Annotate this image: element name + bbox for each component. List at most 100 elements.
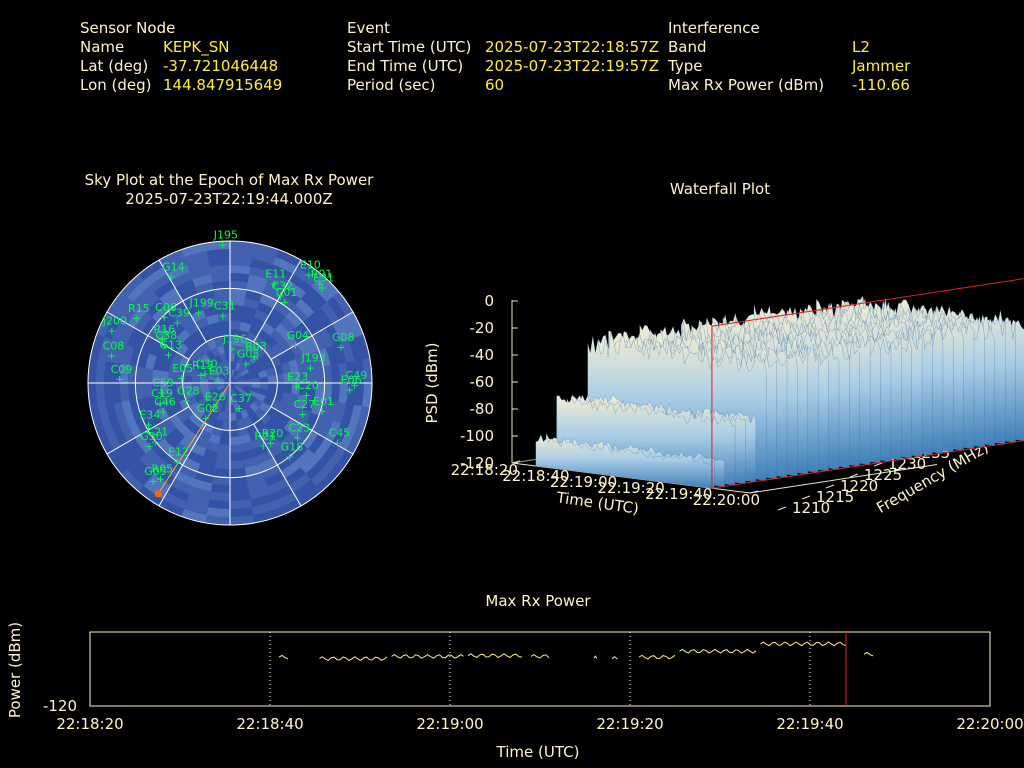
sky-texture-cell bbox=[230, 249, 254, 259]
sky-texture-cell bbox=[169, 448, 187, 465]
sky-texture-cell bbox=[184, 367, 195, 377]
sky-texture-cell bbox=[311, 415, 326, 434]
sky-azimuth-line bbox=[253, 423, 302, 507]
sky-texture-cell bbox=[291, 383, 300, 396]
sky-texture-cell bbox=[338, 383, 348, 404]
sky-texture-cell bbox=[230, 321, 241, 330]
waterfall-freq-tick-label: 1220 bbox=[840, 477, 878, 495]
sky-texture-cell bbox=[262, 464, 281, 479]
satellite-label: C31 bbox=[214, 300, 236, 313]
sky-texture-cell bbox=[291, 370, 300, 383]
sky-texture-cell bbox=[262, 287, 281, 302]
sky-texture-cell bbox=[249, 266, 271, 280]
sky-texture-cell bbox=[273, 301, 291, 318]
sensor-name-value: KEPK_SN bbox=[163, 38, 230, 56]
sky-texture-cell bbox=[267, 272, 289, 288]
sky-texture-cell bbox=[174, 442, 191, 458]
sky-texture-cell bbox=[333, 402, 347, 424]
satellite-label: C32 bbox=[271, 280, 293, 293]
sky-texture-cell bbox=[277, 338, 291, 352]
sky-texture-cell bbox=[121, 469, 144, 492]
waterfall-z-tick-label: -80 bbox=[470, 400, 495, 418]
sky-texture-cell bbox=[217, 411, 225, 421]
sky-texture-cell bbox=[230, 459, 245, 469]
sky-texture-cell bbox=[139, 453, 160, 474]
sky-texture-cell bbox=[361, 383, 372, 408]
sky-texture-cell bbox=[205, 241, 230, 252]
sky-texture-cell bbox=[271, 343, 284, 356]
power-time-tick-label: 22:19:20 bbox=[596, 715, 663, 733]
sky-texture-cell bbox=[134, 312, 152, 332]
satellite-label: E34 bbox=[139, 409, 160, 422]
sky-texture-cell bbox=[181, 243, 207, 258]
power-trace-segment bbox=[467, 653, 523, 659]
sky-texture-cell bbox=[277, 294, 296, 311]
sky-texture-cell bbox=[216, 384, 225, 388]
sky-texture-cell bbox=[235, 345, 243, 355]
sky-texture-cell bbox=[156, 406, 170, 422]
waterfall-freq-tick bbox=[873, 462, 883, 467]
satellite-label: E01 bbox=[313, 395, 334, 408]
sky-texture-cell bbox=[230, 265, 251, 275]
sky-texture-cell bbox=[226, 396, 230, 405]
sky-texture-cell bbox=[209, 265, 230, 275]
sky-texture-cell bbox=[149, 473, 171, 493]
sky-texture-cell bbox=[280, 433, 296, 449]
satellite-label: C20 bbox=[297, 379, 319, 392]
sky-texture-cell bbox=[234, 374, 243, 380]
sky-texture-cell bbox=[265, 367, 276, 377]
sky-texture-cell bbox=[120, 363, 130, 383]
waterfall-z-tick-label: -40 bbox=[470, 346, 495, 364]
sky-texture-cell bbox=[155, 327, 171, 344]
sky-azimuth-line bbox=[106, 311, 190, 360]
satellite-marker: + bbox=[164, 348, 173, 361]
sky-texture-cell bbox=[186, 258, 210, 273]
sky-texture-cell bbox=[251, 436, 265, 449]
sky-texture-cell bbox=[200, 298, 217, 310]
interference-block: Interference Band L2 Type Jammer Max Rx Po… bbox=[668, 19, 910, 95]
sky-texture-cell bbox=[171, 352, 184, 365]
sky-texture-cell bbox=[346, 428, 364, 454]
sky-texture-cell bbox=[240, 408, 249, 419]
satellite-label: C27 bbox=[294, 398, 316, 411]
satellite-marker: + bbox=[259, 440, 268, 453]
sky-texture-cell bbox=[192, 383, 201, 390]
sky-texture-cell bbox=[251, 383, 260, 389]
satellite-label: C30 bbox=[196, 357, 218, 370]
sky-texture-cell bbox=[303, 353, 315, 370]
sky-texture-cell bbox=[310, 463, 333, 486]
sky-texture-cell bbox=[230, 241, 255, 252]
sky-texture-cell bbox=[280, 317, 296, 333]
sky-texture-cell bbox=[181, 508, 207, 523]
sky-texture-cell bbox=[211, 347, 220, 358]
sky-texture-cell bbox=[208, 433, 221, 445]
sky-texture-cell bbox=[200, 372, 210, 380]
sky-texture-cell bbox=[249, 353, 260, 364]
sky-texture-cell bbox=[221, 370, 227, 379]
satellite-marker: + bbox=[350, 379, 359, 392]
sky-texture-cell bbox=[246, 282, 265, 295]
jammer-direction-marker bbox=[154, 490, 162, 498]
sky-texture-cell bbox=[306, 368, 316, 383]
sky-texture-cell bbox=[216, 451, 230, 461]
satellite-marker: + bbox=[115, 373, 124, 386]
sky-texture-cell bbox=[326, 446, 347, 470]
sky-texture-cell bbox=[121, 345, 135, 366]
sky-texture-cell bbox=[239, 433, 252, 445]
satellite-marker: + bbox=[194, 306, 203, 319]
event-heading: Event bbox=[347, 19, 390, 37]
sky-texture-cell bbox=[240, 441, 254, 452]
sky-texture-cell bbox=[238, 366, 247, 375]
sky-texture-cell bbox=[199, 429, 212, 442]
satellite-label: R21 bbox=[254, 430, 276, 443]
sky-texture-cell bbox=[259, 383, 268, 390]
sky-texture-cell bbox=[188, 412, 201, 425]
sky-texture-cell bbox=[192, 370, 202, 378]
sky-texture-cell bbox=[222, 361, 228, 370]
sky-texture-cell bbox=[234, 386, 243, 392]
sky-texture-cell bbox=[230, 353, 236, 362]
sky-texture-cell bbox=[235, 385, 244, 390]
sky-texture-cell bbox=[254, 347, 266, 359]
satellite-marker: + bbox=[280, 296, 289, 309]
sky-texture-cell bbox=[254, 407, 266, 419]
